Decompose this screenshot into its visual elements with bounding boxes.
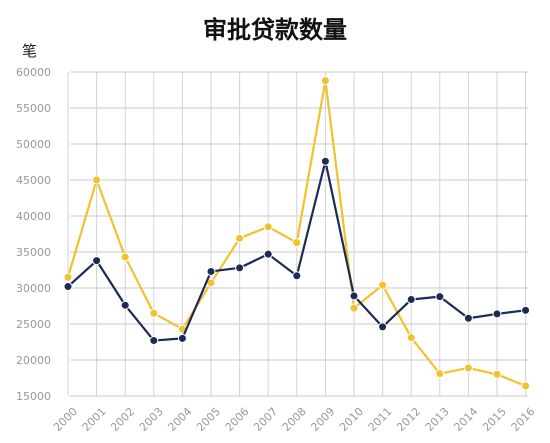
x-tick-label: 2003 <box>137 405 166 434</box>
data-point-series-2 <box>149 336 159 346</box>
data-point-series-1 <box>463 363 473 373</box>
data-point-series-2 <box>320 156 330 166</box>
data-point-series-1 <box>120 252 130 262</box>
data-point-series-2 <box>263 249 273 259</box>
data-point-series-1 <box>349 303 359 313</box>
y-tick-label: 45000 <box>16 174 51 187</box>
data-point-series-1 <box>378 280 388 290</box>
x-tick-label: 2000 <box>51 405 80 434</box>
data-point-series-2 <box>235 263 245 273</box>
data-point-series-2 <box>406 295 416 305</box>
y-tick-label: 30000 <box>16 282 51 295</box>
x-tick-label: 2004 <box>165 405 194 434</box>
x-tick-label: 2015 <box>480 405 509 434</box>
data-point-series-2 <box>378 322 388 332</box>
data-point-series-1 <box>235 233 245 243</box>
y-tick-label: 20000 <box>16 354 51 367</box>
x-tick-label: 2006 <box>223 405 252 434</box>
series <box>63 76 531 391</box>
y-axis-unit-label: 笔 <box>22 42 37 60</box>
y-tick-label: 35000 <box>16 246 51 259</box>
data-point-series-2 <box>177 333 187 343</box>
data-point-series-1 <box>320 76 330 86</box>
x-tick-label: 2008 <box>280 405 309 434</box>
data-point-series-1 <box>492 369 502 379</box>
data-point-series-2 <box>435 292 445 302</box>
y-tick-label: 40000 <box>16 210 51 223</box>
x-tick-label: 2007 <box>251 405 280 434</box>
x-tick-label: 2009 <box>308 405 337 434</box>
data-point-series-2 <box>349 291 359 301</box>
data-point-series-1 <box>292 238 302 248</box>
data-point-series-1 <box>92 175 102 185</box>
data-point-series-1 <box>435 369 445 379</box>
x-tick-label: 2013 <box>423 405 452 434</box>
data-point-series-2 <box>463 313 473 323</box>
x-axis-ticks: 2000 2001 2002 2003 2004 2005 2006 2007 2008 2009… <box>51 405 538 434</box>
data-point-series-1 <box>521 381 531 391</box>
x-tick-label: 2010 <box>337 405 366 434</box>
y-tick-label: 50000 <box>16 138 51 151</box>
x-tick-label: 2001 <box>80 405 109 434</box>
x-tick-label: 2016 <box>509 405 538 434</box>
data-point-series-1 <box>406 333 416 343</box>
x-tick-label: 2011 <box>366 405 395 434</box>
x-tick-label: 2012 <box>394 405 423 434</box>
data-point-series-2 <box>120 300 130 310</box>
y-tick-label: 55000 <box>16 102 51 115</box>
data-point-series-1 <box>263 222 273 232</box>
x-tick-label: 2005 <box>194 405 223 434</box>
data-point-series-2 <box>521 305 531 315</box>
y-axis-ticks: 60000 55000 50000 45000 40000 35000 30000 25000… <box>16 66 51 403</box>
x-tick-label: 2002 <box>108 405 137 434</box>
data-point-series-2 <box>206 266 216 276</box>
y-tick-label: 15000 <box>16 390 51 403</box>
data-point-series-1 <box>63 272 73 282</box>
data-point-series-1 <box>149 308 159 318</box>
data-point-series-2 <box>492 309 502 319</box>
data-point-series-2 <box>92 256 102 266</box>
y-tick-label: 60000 <box>16 66 51 79</box>
x-tick-label: 2014 <box>451 405 480 434</box>
data-point-series-2 <box>292 271 302 281</box>
y-tick-label: 25000 <box>16 318 51 331</box>
chart-title: 审批贷款数量 <box>203 16 347 44</box>
data-point-series-2 <box>63 282 73 292</box>
